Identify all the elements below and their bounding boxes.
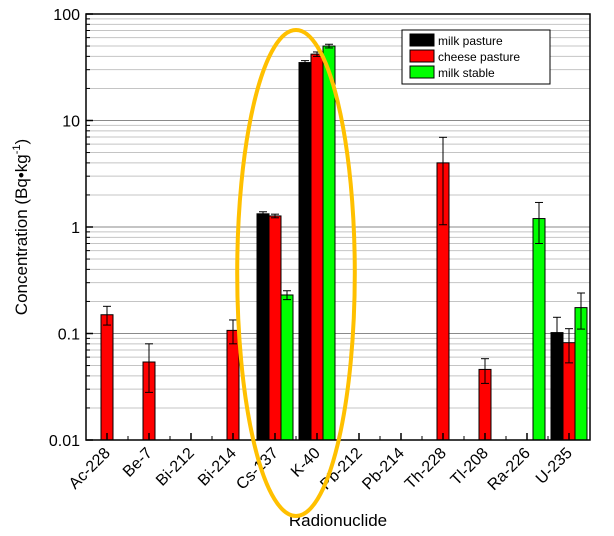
bar-cheese-pasture-K-40: [310, 53, 324, 441]
error-bar: [553, 316, 561, 357]
y-tick-label: 100: [53, 7, 80, 24]
legend-label: cheese pasture: [438, 50, 520, 64]
error-bar: [259, 211, 267, 217]
x-axis-title: Radionuclide: [289, 511, 387, 530]
x-tick-label: K-40: [288, 445, 324, 481]
error-bar: [145, 343, 153, 393]
x-tick-label: Be-7: [120, 445, 156, 481]
error-bar: [325, 43, 333, 49]
y-axis-title-main: Concentration (Bq•kg: [12, 154, 31, 315]
y-axis-title-superscript: -1: [11, 144, 23, 154]
grid-lines: [86, 18, 590, 441]
x-tick-label: U-235: [533, 445, 576, 488]
legend: milk pasture cheese pasture milk stable: [401, 29, 551, 85]
error-bar: [439, 136, 447, 226]
bar-milk-pasture-Cs-137: [256, 213, 270, 441]
error-bar: [283, 290, 291, 301]
y-axis-title-close: ): [12, 139, 31, 145]
legend-swatch: [409, 33, 435, 47]
y-tick-label: 0.01: [49, 433, 80, 450]
bar-cheese-pasture-Ac-228: [100, 314, 114, 441]
error-bar: [301, 60, 309, 66]
x-tick-label: Bi-214: [195, 445, 240, 490]
error-bar: [481, 358, 489, 384]
x-tick-label: Th-228: [402, 445, 450, 493]
legend-swatch: [409, 65, 435, 79]
bar-milk-stable-Cs-137: [280, 294, 294, 441]
x-tick-label: Ra-226: [485, 445, 534, 494]
y-axis-ticks: 0.01 0.1 1 10 100: [49, 7, 93, 450]
bar-milk-stable-Ra-226: [532, 218, 546, 441]
bar-cheese-pasture-Cs-137: [268, 215, 282, 441]
y-tick-label: 10: [62, 114, 80, 131]
highlight-ellipse: [235, 28, 357, 518]
error-bars: [103, 43, 585, 393]
legend-label: milk pasture: [438, 34, 503, 48]
y-tick-label: 0.1: [58, 327, 80, 344]
x-tick-label: Pb-214: [359, 445, 408, 494]
error-bar: [271, 213, 279, 219]
bar-milk-pasture-K-40: [298, 62, 312, 441]
y-axis-title: Concentration (Bq•kg-1): [11, 139, 31, 315]
legend-label: milk stable: [438, 66, 495, 80]
error-bar: [577, 292, 585, 330]
error-bar: [565, 328, 573, 364]
x-tick-label: Bi-212: [153, 445, 198, 490]
error-bar: [103, 305, 111, 326]
y-tick-label: 1: [71, 220, 80, 237]
error-bar: [229, 319, 237, 345]
x-tick-label: Ac-228: [66, 445, 114, 493]
bar-milk-stable-K-40: [322, 45, 336, 441]
error-bar: [535, 201, 543, 244]
legend-swatch: [409, 49, 435, 63]
bar-cheese-pasture-Bi-214: [226, 329, 240, 441]
